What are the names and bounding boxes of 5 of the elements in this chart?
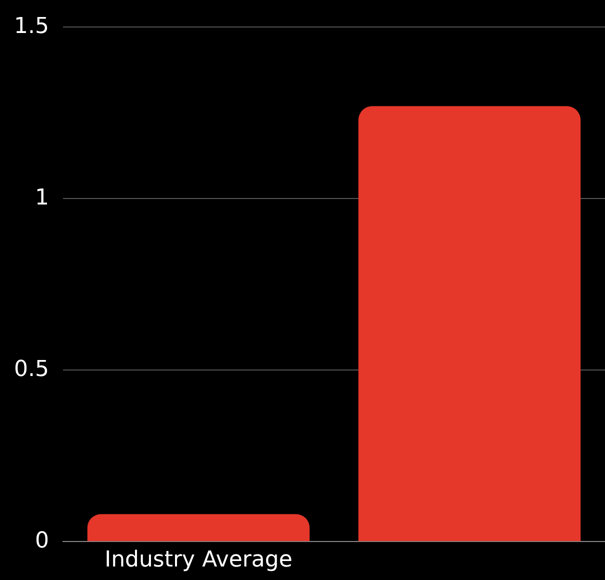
x-tick-label: Industry Average: [104, 548, 292, 573]
y-tick-label: 1.5: [14, 14, 49, 39]
y-tick-label: 0: [34, 528, 49, 554]
y-tick-label: 0.5: [14, 356, 49, 382]
y-tick-label: 1: [34, 185, 49, 210]
